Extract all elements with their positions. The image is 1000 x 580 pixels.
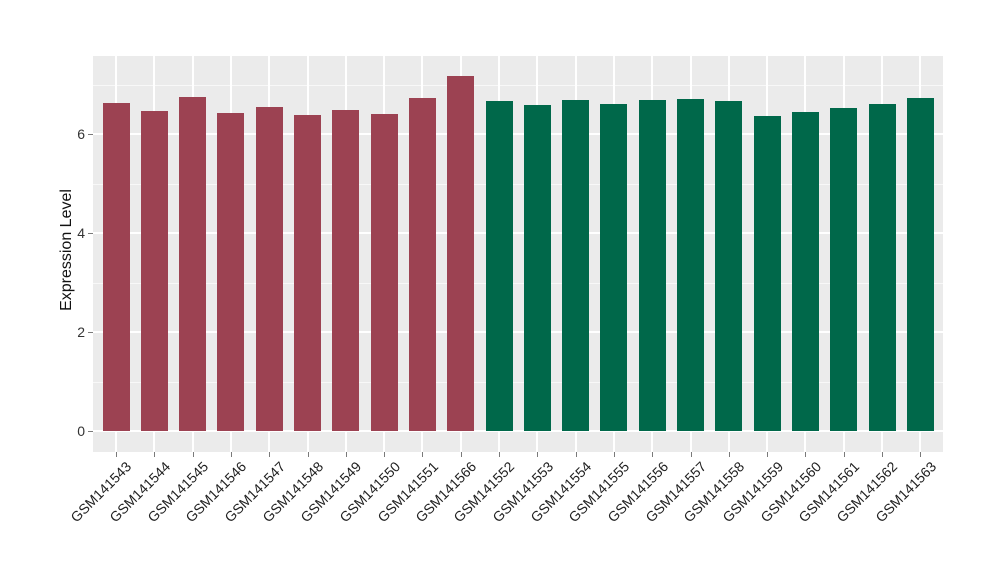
x-tick-mark-GSM141547 <box>269 452 271 457</box>
x-tick-mark-GSM141563 <box>920 452 922 457</box>
bar-GSM141566 <box>447 75 475 431</box>
x-tick-mark-GSM141554 <box>575 452 577 457</box>
bar-GSM141543 <box>102 103 130 431</box>
bar-GSM141548 <box>294 114 321 431</box>
x-tick-mark-GSM141558 <box>728 452 730 457</box>
x-tick-mark-GSM141553 <box>537 452 539 457</box>
gridline-major-y-0 <box>93 430 943 432</box>
x-tick-mark-GSM141551 <box>422 452 424 457</box>
gridline-major-y-2 <box>93 331 943 333</box>
x-tick-mark-GSM141548 <box>307 452 309 457</box>
x-tick-mark-GSM141552 <box>499 452 500 457</box>
plot-panel <box>93 56 943 452</box>
x-tick-mark-GSM141555 <box>613 452 615 457</box>
bar-GSM141559 <box>753 116 781 431</box>
bar-GSM141545 <box>179 96 207 431</box>
y-axis-title: Expression Level <box>58 189 75 311</box>
x-tick-mark-GSM141545 <box>192 452 194 457</box>
gridline-minor-y-1 <box>93 381 943 383</box>
bar-GSM141550 <box>370 113 398 431</box>
bar-GSM141558 <box>715 100 743 431</box>
x-tick-mark-GSM141550 <box>384 452 386 457</box>
gridline-minor-y-3 <box>93 282 943 284</box>
bar-GSM141562 <box>868 103 896 431</box>
bar-GSM141553 <box>523 105 551 431</box>
x-tick-mark-GSM141566 <box>460 452 462 457</box>
x-tick-mark-GSM141561 <box>843 452 845 457</box>
x-tick-mark-GSM141546 <box>230 452 232 457</box>
bar-GSM141557 <box>677 98 704 431</box>
y-tick-label-6: 6 <box>77 126 85 142</box>
bar-GSM141563 <box>906 97 934 431</box>
x-tick-mark-GSM141543 <box>116 452 117 457</box>
x-tick-mark-GSM141559 <box>767 452 769 457</box>
gridline-major-y-4 <box>93 232 943 234</box>
x-tick-mark-GSM141544 <box>154 452 156 457</box>
bar-GSM141547 <box>255 107 283 431</box>
bar-GSM141551 <box>408 97 436 431</box>
gridline-major-y-6 <box>93 133 943 135</box>
bar-GSM141554 <box>562 99 590 431</box>
y-tick-mark-4 <box>88 233 93 234</box>
y-tick-mark-2 <box>88 332 93 333</box>
bar-GSM141544 <box>140 111 168 431</box>
x-tick-mark-GSM141557 <box>690 452 692 457</box>
gridline-minor-y-7 <box>93 84 943 86</box>
bar-GSM141552 <box>485 101 513 431</box>
x-tick-mark-GSM141562 <box>882 452 883 457</box>
y-tick-mark-0 <box>88 431 93 432</box>
bar-GSM141546 <box>217 112 245 431</box>
x-tick-mark-GSM141556 <box>652 452 654 457</box>
x-tick-mark-GSM141560 <box>805 452 807 457</box>
y-tick-mark-6 <box>88 134 93 135</box>
y-tick-label-2: 2 <box>77 324 85 340</box>
bar-GSM141549 <box>332 110 360 431</box>
x-tick-mark-GSM141549 <box>345 452 347 457</box>
bar-GSM141555 <box>600 104 628 431</box>
bar-GSM141560 <box>791 111 819 431</box>
bar-GSM141556 <box>638 100 666 431</box>
y-tick-label-4: 4 <box>77 225 85 241</box>
y-tick-label-0: 0 <box>77 423 85 439</box>
gridline-minor-y-5 <box>93 183 943 185</box>
bar-GSM141561 <box>830 108 858 431</box>
